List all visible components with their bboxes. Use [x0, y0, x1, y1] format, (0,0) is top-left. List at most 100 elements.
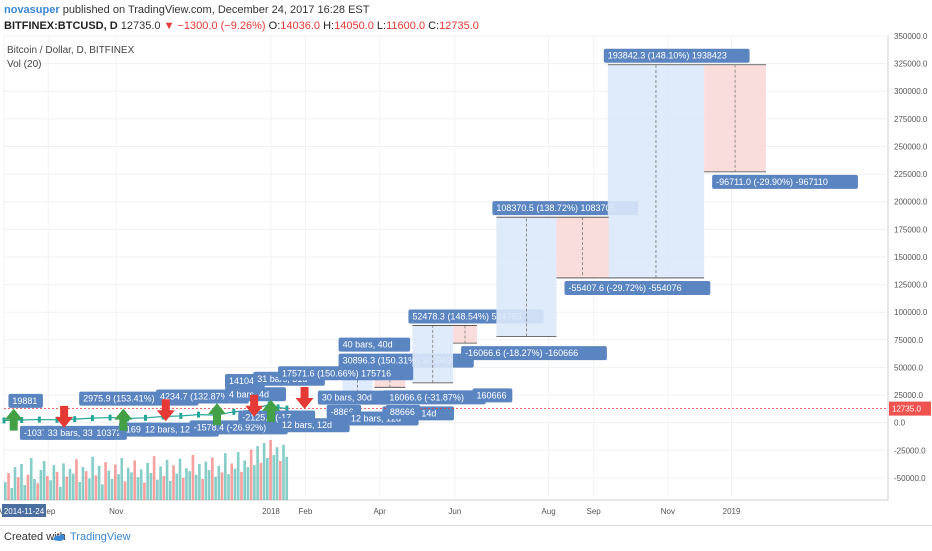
- volume-bar: [269, 440, 272, 500]
- symbol-quote-line: BITFINEX:BTCUSD, D 12735.0 ▼ −1300.0 (−9…: [4, 20, 479, 32]
- volume-bar: [133, 460, 137, 500]
- volume-bar: [126, 467, 130, 500]
- volume-bar: [227, 474, 230, 500]
- y-tick-label: 75000.0: [894, 336, 923, 345]
- x-tick-label: Sep: [587, 507, 602, 516]
- price-candle: [108, 414, 112, 421]
- volume-bars: [4, 440, 289, 500]
- volume-bar: [253, 465, 256, 500]
- volume-bar: [78, 482, 82, 500]
- volume-bar: [117, 474, 120, 500]
- low-value: 11600.0: [386, 20, 426, 32]
- x-start-badge: [2, 504, 46, 517]
- last-price-badge: [889, 401, 931, 416]
- x-tick-label: Nov: [661, 507, 675, 516]
- y-tick-label: -50000.0: [894, 474, 926, 483]
- annotation-label: -1691: [123, 425, 146, 435]
- long-position-box: [496, 217, 557, 337]
- annotation-bg: [472, 388, 513, 403]
- y-tick-label: 350000.0: [894, 32, 928, 41]
- volume-bar: [175, 473, 179, 500]
- volume-bar: [246, 467, 250, 500]
- volume-bar: [65, 476, 69, 500]
- y-tick-label: 175000.0: [894, 225, 928, 234]
- y-tick-label: 325000.0: [894, 60, 928, 69]
- volume-bar: [20, 464, 23, 500]
- author-link[interactable]: novasuper: [4, 4, 60, 16]
- volume-bar: [94, 475, 98, 500]
- price-series: 12735.0: [2, 401, 931, 424]
- position-label-bg: [492, 201, 639, 216]
- arrow-up-icon: [114, 408, 133, 431]
- tradingview-brand[interactable]: TradingView: [70, 531, 131, 543]
- annotation-bg: [8, 393, 43, 408]
- volume-bar: [181, 477, 185, 500]
- y-tick-label: 200000.0: [894, 198, 928, 207]
- position-boxes: 30896.3 (150.31%) 308969 40 bars, 40d 5247…: [338, 48, 858, 421]
- volume-bar: [10, 488, 14, 500]
- volume-bar: [211, 457, 214, 500]
- short-position-box: [453, 325, 477, 344]
- volume-bar: [204, 461, 208, 500]
- price-candle: [179, 412, 183, 419]
- volume-bar: [49, 480, 52, 500]
- position-label: 30896.3 (150.31%) 308969: [343, 356, 452, 366]
- annotation-bg: [385, 404, 421, 419]
- position-label: 193842.3 (148.10%) 1938423: [608, 51, 727, 61]
- volume-bar: [256, 446, 259, 500]
- created-with-text: Created with: [4, 531, 66, 543]
- bars-label-bg: [338, 337, 411, 352]
- y-tick-label: 150000.0: [894, 253, 928, 262]
- tradingview-logo-icon: [53, 534, 65, 541]
- arrow-up-icon: [4, 408, 23, 431]
- volume-bar: [62, 463, 65, 500]
- annotation-label: 12 bars, 12d: [282, 420, 332, 430]
- position-label: -16066.6 (-31.87%): [386, 392, 464, 402]
- annotation-label: 12 bars, 12d: [351, 414, 401, 424]
- volume-bar: [55, 471, 59, 500]
- volume-bar: [152, 456, 156, 500]
- annotation-label: -1037: [24, 428, 47, 438]
- price-candle: [232, 408, 236, 415]
- volume-bar: [266, 458, 269, 500]
- volume-bar: [214, 476, 217, 500]
- volume-bar: [243, 460, 246, 500]
- annotation-label: 12 bars, 12d: [145, 425, 195, 435]
- publish-text: published on TradingView.com, December 2…: [59, 4, 370, 16]
- volume-bar: [220, 472, 224, 500]
- volume-bar: [130, 472, 133, 500]
- volume-bar: [120, 458, 124, 500]
- volume-bar: [123, 481, 127, 500]
- long-position-box: [412, 325, 454, 383]
- last-price: 12735.0: [120, 20, 161, 32]
- volume-bar: [39, 470, 43, 500]
- volume-bar: [23, 485, 27, 500]
- volume-bar: [233, 468, 237, 500]
- close-label: C:: [428, 20, 440, 32]
- annotation-bg: [278, 366, 414, 381]
- volume-bar: [101, 484, 104, 500]
- volume-bar: [201, 479, 204, 500]
- y-tick-label: 225000.0: [894, 170, 928, 179]
- volume-bar: [84, 471, 88, 500]
- volume-bar: [88, 478, 91, 500]
- volume-bar: [156, 479, 159, 500]
- volume-bar: [71, 473, 75, 500]
- arrow-up-icon: [208, 403, 227, 426]
- price-candle: [55, 416, 59, 423]
- annotation-label: 4234.7 (132.87%): [160, 391, 232, 401]
- position-label-bg: [712, 174, 858, 189]
- annotation-label: -1578.4 (-26.92%): [194, 422, 267, 432]
- price-chart[interactable]: 30896.3 (150.31%) 308969 40 bars, 40d 5247…: [0, 0, 932, 525]
- low-label: L:: [376, 20, 387, 32]
- open-label: O:: [268, 20, 281, 32]
- volume-bar: [143, 482, 146, 500]
- bars-label: 40 bars, 40d: [343, 340, 393, 350]
- price-candle: [196, 411, 200, 418]
- volume-bar: [159, 466, 162, 500]
- axes: 350000.0 325000.0 300000.0 275000.0 250000.0…: [0, 32, 928, 517]
- position-label-bg: [461, 346, 607, 361]
- volume-bar: [191, 455, 195, 500]
- price-candle: [2, 417, 6, 424]
- volume-bar: [278, 461, 282, 500]
